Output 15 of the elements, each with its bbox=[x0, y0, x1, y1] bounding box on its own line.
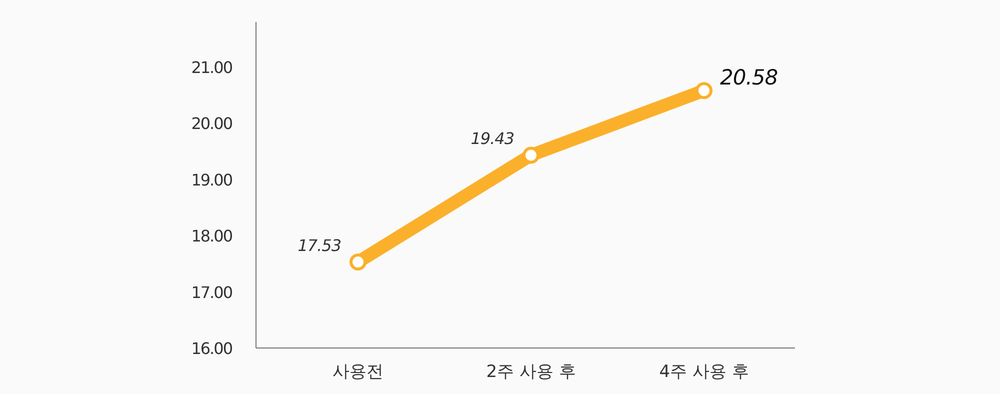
x-tick-label: 2주 사용 후 bbox=[486, 362, 576, 382]
data-label: 17.53 bbox=[298, 236, 342, 256]
data-label: 20.58 bbox=[720, 66, 778, 90]
x-tick-label: 4주 사용 후 bbox=[659, 362, 749, 382]
y-tick-label: 20.00 bbox=[191, 114, 233, 134]
y-tick-label: 19.00 bbox=[191, 170, 233, 190]
y-tick-label: 18.00 bbox=[191, 226, 233, 246]
y-tick-label: 17.00 bbox=[191, 282, 233, 302]
point bbox=[522, 146, 540, 164]
y-tick-label: 16.00 bbox=[191, 339, 233, 358]
x-tick-label: 사용전 bbox=[332, 362, 384, 382]
point bbox=[696, 82, 712, 100]
y-tick-label: 21.00 bbox=[191, 58, 233, 77]
point bbox=[350, 254, 366, 271]
data-label: 19.43 bbox=[470, 129, 514, 148]
